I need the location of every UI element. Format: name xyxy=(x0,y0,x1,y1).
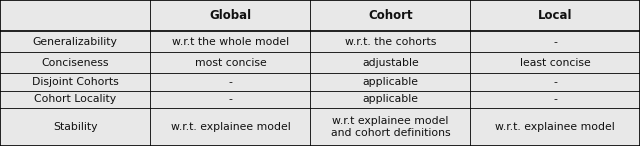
Text: Cohort: Cohort xyxy=(368,9,413,22)
Text: w.r.t. explainee model: w.r.t. explainee model xyxy=(495,122,615,132)
Text: w.r.t. the cohorts: w.r.t. the cohorts xyxy=(345,37,436,47)
Text: least concise: least concise xyxy=(520,58,591,68)
Text: adjustable: adjustable xyxy=(362,58,419,68)
Text: Generalizability: Generalizability xyxy=(33,37,118,47)
Text: -: - xyxy=(553,37,557,47)
Text: Conciseness: Conciseness xyxy=(42,58,109,68)
Text: Stability: Stability xyxy=(53,122,97,132)
Text: -: - xyxy=(553,77,557,87)
Text: applicable: applicable xyxy=(362,77,419,87)
Text: -: - xyxy=(228,94,232,104)
Text: Local: Local xyxy=(538,9,572,22)
Text: -: - xyxy=(553,94,557,104)
Text: w.r.t the whole model: w.r.t the whole model xyxy=(172,37,289,47)
Text: w.r.t. explainee model: w.r.t. explainee model xyxy=(170,122,291,132)
Text: Cohort Locality: Cohort Locality xyxy=(34,94,116,104)
Text: applicable: applicable xyxy=(362,94,419,104)
Text: w.r.t explainee model
and cohort definitions: w.r.t explainee model and cohort definit… xyxy=(331,116,450,138)
Text: -: - xyxy=(228,77,232,87)
Text: most concise: most concise xyxy=(195,58,266,68)
Text: Disjoint Cohorts: Disjoint Cohorts xyxy=(32,77,118,87)
Text: Global: Global xyxy=(209,9,252,22)
